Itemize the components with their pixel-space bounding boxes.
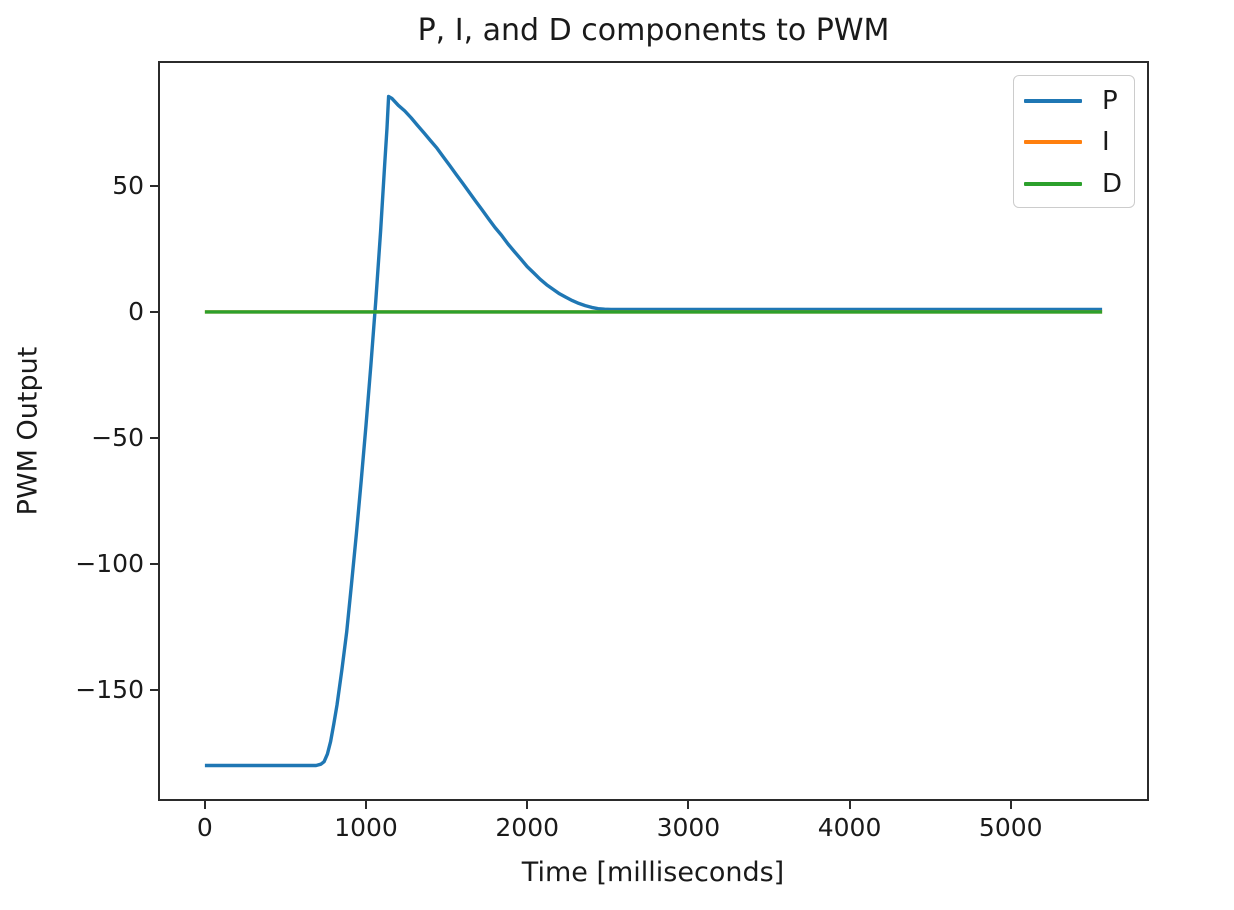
legend-line-sample-D bbox=[1024, 181, 1082, 186]
x-tick-label: 2000 bbox=[495, 813, 560, 842]
y-tick bbox=[150, 688, 158, 691]
x-tick-label: 4000 bbox=[817, 813, 882, 842]
legend-label-I: I bbox=[1102, 127, 1110, 158]
legend-item-D: D bbox=[1024, 163, 1124, 205]
y-tick bbox=[150, 562, 158, 565]
y-tick-label: −150 bbox=[75, 674, 144, 704]
chart-title: P, I, and D components to PWM bbox=[417, 13, 890, 48]
legend-label-P: P bbox=[1102, 85, 1118, 116]
x-tick-label: 0 bbox=[196, 813, 213, 842]
y-tick-label: 0 bbox=[128, 296, 144, 326]
plot-area bbox=[158, 61, 1149, 801]
legend-item-I: I bbox=[1024, 122, 1124, 164]
legend-line-sample-P bbox=[1024, 98, 1082, 103]
x-tick bbox=[526, 801, 529, 809]
x-axis-label: Time [milliseconds] bbox=[521, 857, 785, 888]
x-tick-label: 5000 bbox=[978, 813, 1043, 842]
y-tick bbox=[150, 436, 158, 439]
x-tick bbox=[203, 801, 206, 809]
x-tick bbox=[848, 801, 851, 809]
legend-label-D: D bbox=[1102, 168, 1123, 199]
x-tick-label: 1000 bbox=[334, 813, 398, 842]
x-tick bbox=[687, 801, 690, 809]
y-tick bbox=[150, 310, 158, 313]
x-tick bbox=[1009, 801, 1012, 809]
series-line-P bbox=[204, 94, 1103, 768]
y-tick-label: −100 bbox=[75, 548, 144, 578]
legend-line-sample-I bbox=[1024, 140, 1082, 145]
y-tick-label: −50 bbox=[91, 422, 144, 452]
x-tick bbox=[365, 801, 368, 809]
data-lines-canvas bbox=[204, 94, 1103, 768]
y-tick bbox=[150, 184, 158, 187]
legend-item-P: P bbox=[1024, 80, 1124, 122]
y-tick-label: 50 bbox=[112, 170, 144, 200]
x-tick-label: 3000 bbox=[656, 813, 721, 842]
y-axis-label: PWM Output bbox=[12, 346, 44, 516]
